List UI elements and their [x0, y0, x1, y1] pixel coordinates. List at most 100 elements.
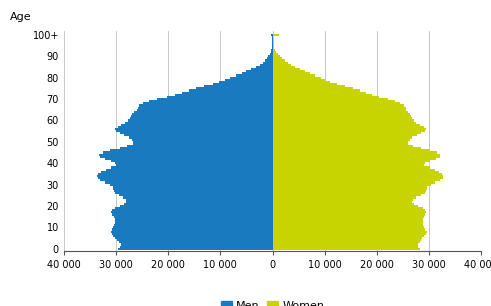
Bar [251, 68, 273, 70]
Bar [273, 126, 424, 128]
Bar [111, 160, 273, 162]
Bar [111, 211, 273, 214]
Bar [273, 79, 325, 81]
Bar [273, 145, 413, 147]
Bar [273, 117, 412, 119]
Bar [111, 166, 273, 169]
Bar [273, 74, 315, 76]
Bar [273, 218, 423, 220]
Bar [273, 53, 278, 55]
Bar [115, 220, 273, 222]
Bar [273, 132, 421, 134]
Bar [224, 79, 273, 81]
Bar [273, 91, 366, 94]
Bar [273, 166, 430, 169]
Bar [273, 134, 417, 136]
Bar [113, 188, 273, 190]
Bar [273, 169, 435, 171]
Bar [128, 145, 273, 147]
Bar [133, 141, 273, 143]
Bar [133, 143, 273, 145]
Bar [101, 171, 273, 173]
Bar [166, 96, 273, 98]
Bar [273, 229, 425, 231]
Bar [120, 205, 273, 207]
Bar [273, 106, 406, 109]
Bar [273, 171, 439, 173]
Bar [139, 104, 273, 106]
Bar [273, 96, 380, 98]
Bar [273, 192, 425, 194]
Bar [242, 72, 273, 74]
Bar [138, 106, 273, 109]
Bar [100, 156, 273, 158]
Bar [273, 199, 413, 201]
Bar [125, 121, 273, 124]
Bar [114, 224, 273, 226]
Bar [273, 162, 425, 164]
Bar [112, 209, 273, 211]
Bar [99, 154, 273, 156]
Bar [273, 207, 423, 209]
Bar [117, 126, 273, 128]
Bar [273, 124, 420, 126]
Bar [273, 244, 417, 246]
Bar [273, 34, 279, 36]
Bar [273, 64, 291, 66]
Bar [273, 164, 424, 166]
Bar [273, 179, 440, 181]
Bar [143, 102, 273, 104]
Bar [273, 109, 406, 111]
Bar [116, 164, 273, 166]
Bar [273, 231, 427, 233]
Bar [131, 115, 273, 117]
Bar [115, 207, 273, 209]
Bar [273, 151, 437, 154]
Bar [273, 72, 309, 74]
Bar [273, 175, 443, 177]
Bar [120, 132, 273, 134]
Bar [119, 194, 273, 196]
Text: Age: Age [10, 12, 31, 22]
Bar [114, 216, 273, 218]
Bar [273, 216, 424, 218]
Bar [273, 104, 404, 106]
Bar [273, 209, 425, 211]
Bar [256, 66, 273, 68]
Bar [273, 237, 422, 239]
Bar [273, 205, 418, 207]
Bar [273, 139, 409, 141]
Bar [273, 113, 409, 115]
Bar [105, 158, 273, 160]
Bar [273, 188, 427, 190]
Bar [273, 158, 436, 160]
Bar [273, 156, 440, 158]
Bar [273, 222, 423, 224]
Bar [113, 186, 273, 188]
Bar [273, 68, 300, 70]
Bar [268, 55, 273, 57]
Bar [113, 235, 273, 237]
Bar [273, 235, 424, 237]
Bar [273, 186, 427, 188]
Bar [213, 83, 273, 85]
Bar [273, 49, 275, 51]
Bar [119, 241, 273, 244]
Bar [115, 192, 273, 194]
Bar [110, 149, 273, 151]
Bar [273, 85, 345, 87]
Bar [273, 87, 353, 89]
Bar [105, 181, 273, 184]
Bar [273, 246, 418, 248]
Bar [273, 102, 400, 104]
Bar [157, 98, 273, 100]
Bar [118, 248, 273, 250]
Bar [120, 246, 273, 248]
Bar [273, 224, 423, 226]
Bar [263, 62, 273, 64]
Legend: Men, Women: Men, Women [217, 296, 328, 306]
Bar [273, 177, 442, 179]
Bar [273, 220, 423, 222]
Bar [273, 190, 426, 192]
Bar [196, 87, 273, 89]
